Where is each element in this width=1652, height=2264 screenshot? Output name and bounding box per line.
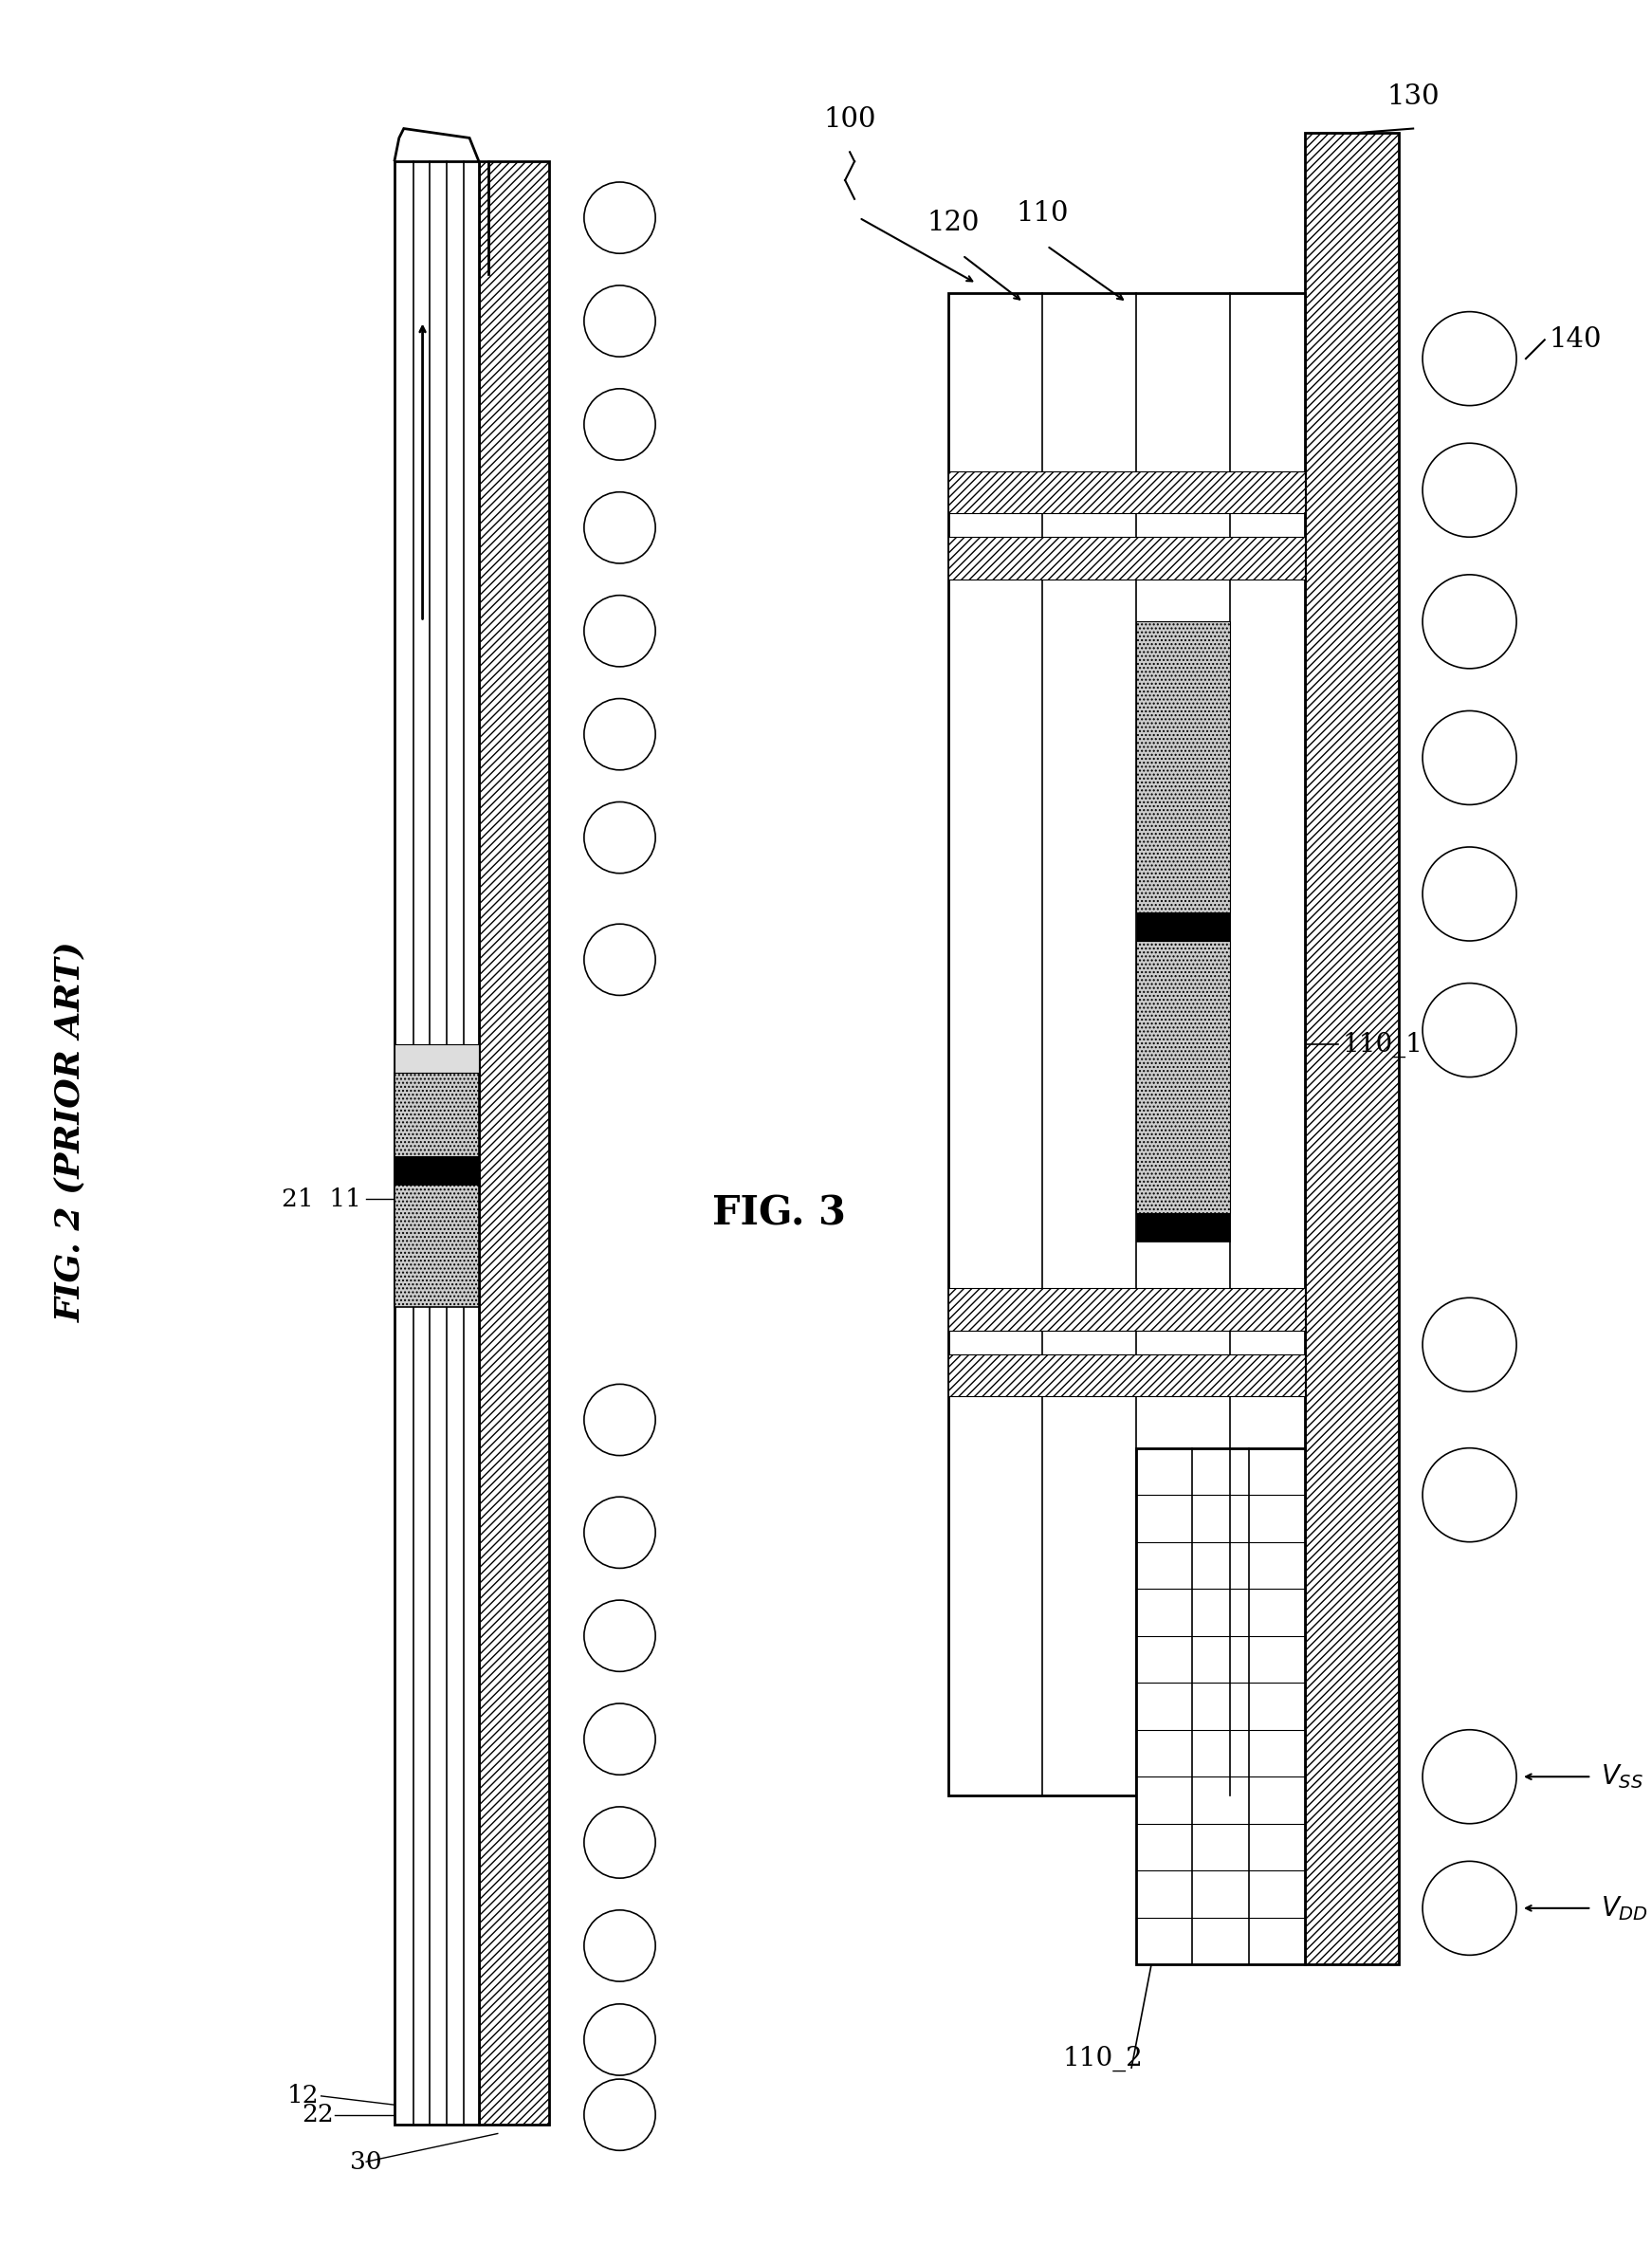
Text: 12: 12 [287,2085,319,2108]
Text: $V_{DD}$: $V_{DD}$ [1601,1895,1649,1922]
Bar [479,161,550,2124]
Bar [395,1044,479,1073]
Text: 21  11: 21 11 [282,1186,362,1211]
Text: 140: 140 [1550,326,1602,353]
Bar [1137,912,1231,942]
Text: FIG. 2 (PRIOR ART): FIG. 2 (PRIOR ART) [55,942,86,1322]
Bar [948,1288,1305,1331]
Text: 100: 100 [823,106,876,134]
Text: $V_{SS}$: $V_{SS}$ [1601,1764,1644,1791]
Bar [1137,1449,1305,1965]
Bar [1137,942,1231,1214]
Bar [948,471,1305,514]
Bar [395,1157,479,1184]
Bar [948,292,1305,1795]
Text: 130: 130 [1386,84,1439,109]
Text: 110: 110 [1016,201,1069,226]
Bar [1305,134,1399,1965]
Bar [1137,623,1231,912]
Bar [395,1073,479,1157]
Bar [948,537,1305,580]
Text: 110_2: 110_2 [1064,2044,1143,2072]
Text: 120: 120 [927,211,980,235]
Bar [948,1354,1305,1397]
Text: 110_1: 110_1 [1343,1032,1424,1057]
Text: 22: 22 [301,2103,334,2126]
Bar [1137,1214,1231,1241]
Text: 30: 30 [350,2151,382,2173]
Bar [395,161,479,2124]
Bar [395,1184,479,1306]
Text: FIG. 3: FIG. 3 [712,1193,846,1234]
